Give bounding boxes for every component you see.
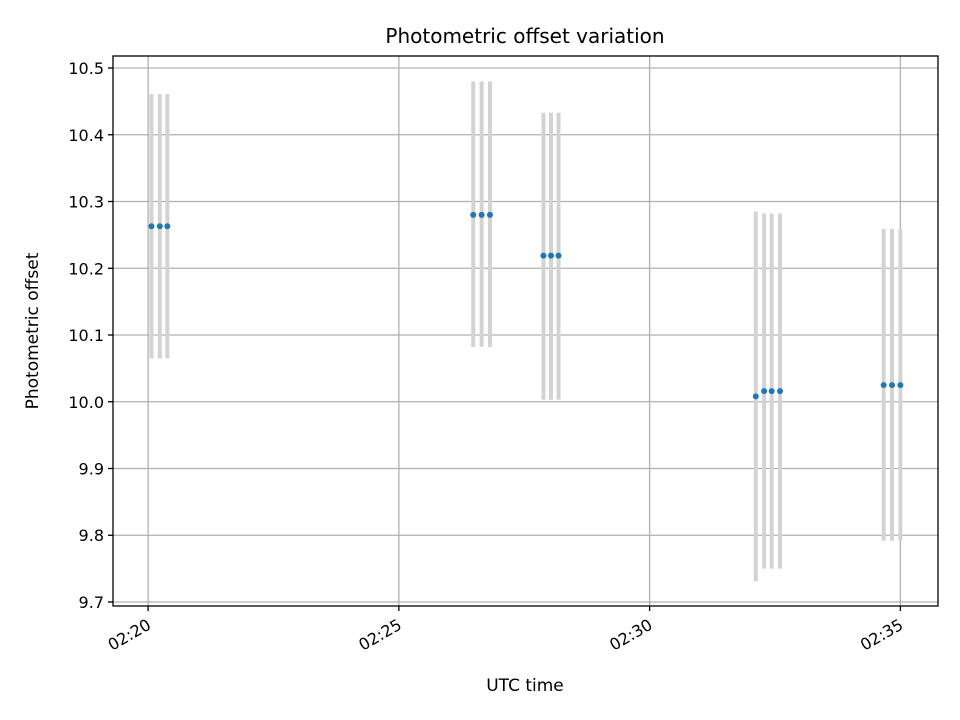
- x-tick-label: 02:25: [355, 615, 404, 655]
- y-tick-label: 9.8: [79, 526, 104, 545]
- x-axis-ticks: 02:20 02:25 02:30 02:35: [105, 606, 906, 655]
- y-tick-label: 10.4: [68, 126, 104, 145]
- data-point: [478, 211, 485, 218]
- data-point: [777, 388, 784, 395]
- y-tick-label: 10.1: [68, 326, 104, 345]
- data-point: [768, 388, 775, 395]
- x-tick-label: 02:35: [857, 615, 906, 655]
- y-axis-ticks: 9.7 9.8 9.9 10.0 10.1 10.2 10.3 10.4 10.5: [68, 59, 113, 612]
- y-tick-label: 10.3: [68, 193, 104, 212]
- data-point: [148, 223, 155, 230]
- data-point: [470, 211, 477, 218]
- data-point: [761, 388, 768, 395]
- data-point: [555, 252, 562, 259]
- grid: [113, 56, 938, 606]
- y-tick-label: 10.0: [68, 393, 104, 412]
- x-tick-label: 02:20: [105, 615, 154, 655]
- data-point: [880, 382, 887, 389]
- data-point: [897, 382, 904, 389]
- x-tick-label: 02:30: [606, 615, 655, 655]
- data-point: [486, 211, 493, 218]
- data-point: [889, 382, 896, 389]
- error-bars: [149, 81, 903, 582]
- x-axis-label: UTC time: [486, 676, 564, 696]
- data-point: [752, 393, 759, 400]
- chart-title: Photometric offset variation: [385, 24, 664, 48]
- data-points: [148, 211, 904, 400]
- y-axis-label: Photometric offset: [23, 252, 43, 409]
- y-tick-label: 9.9: [79, 460, 104, 479]
- data-point: [547, 252, 554, 259]
- data-point: [164, 223, 171, 230]
- data-point: [540, 252, 547, 259]
- plot-frame: [112, 55, 939, 607]
- y-tick-label: 10.5: [68, 59, 104, 78]
- y-tick-label: 9.7: [79, 593, 104, 612]
- y-tick-label: 10.2: [68, 259, 104, 278]
- data-point: [156, 223, 163, 230]
